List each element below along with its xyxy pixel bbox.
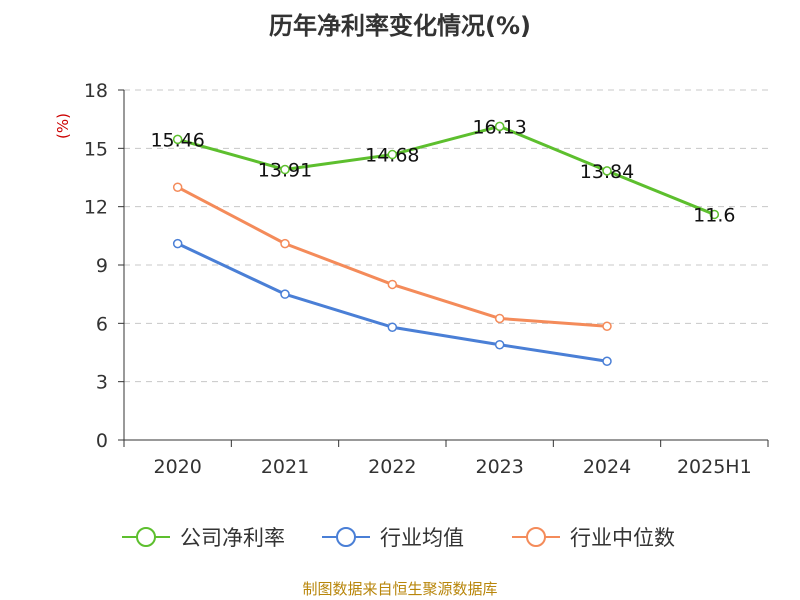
- y-axis-label: (%): [54, 113, 72, 139]
- legend-label: 行业均值: [380, 526, 464, 550]
- legend-label: 行业中位数: [570, 526, 675, 550]
- legend-marker: [136, 527, 156, 547]
- legend-marker: [336, 527, 356, 547]
- data-point: [602, 321, 612, 331]
- y-tick-label: 0: [96, 430, 108, 452]
- data-point: [602, 166, 612, 176]
- x-tick-label: 2024: [583, 456, 631, 478]
- data-point: [387, 322, 398, 332]
- x-tick-label: 2020: [153, 456, 201, 478]
- x-tick-label: 2021: [261, 456, 309, 478]
- data-point: [494, 121, 505, 132]
- chart-title: 历年净利率变化情况(%): [269, 12, 531, 40]
- data-point: [387, 279, 398, 290]
- y-tick-label: 9: [96, 255, 108, 277]
- data-point: [280, 289, 290, 299]
- series-line: [176, 185, 608, 328]
- series-line: [177, 124, 715, 216]
- data-label: 14.68: [365, 145, 419, 167]
- data-point: [172, 182, 183, 192]
- legend-label: 公司净利率: [180, 526, 285, 550]
- data-point: [494, 313, 505, 324]
- y-tick-label: 15: [84, 138, 108, 160]
- x-tick-label: 2025H1: [677, 456, 752, 478]
- data-point: [387, 149, 398, 160]
- data-point: [172, 134, 183, 145]
- data-point: [494, 339, 505, 350]
- y-tick-label: 18: [84, 80, 108, 102]
- y-tick-label: 12: [84, 197, 108, 219]
- data-point: [280, 238, 290, 249]
- data-label: 11.6: [693, 204, 735, 226]
- legend-marker: [526, 527, 546, 547]
- data-label: 15.46: [150, 129, 204, 151]
- y-tick-label: 6: [96, 313, 108, 335]
- data-label: 13.91: [258, 160, 312, 182]
- x-tick-label: 2023: [475, 456, 523, 478]
- source-note: 制图数据来自恒生聚源数据库: [302, 580, 498, 598]
- data-label: 16.13: [472, 116, 526, 138]
- data-label: 13.84: [580, 161, 634, 183]
- y-tick-label: 3: [96, 372, 108, 394]
- data-point: [709, 209, 720, 220]
- data-point: [602, 356, 612, 366]
- series-line: [177, 242, 608, 363]
- data-point: [172, 238, 183, 249]
- data-point: [280, 164, 290, 175]
- x-tick-label: 2022: [368, 456, 416, 478]
